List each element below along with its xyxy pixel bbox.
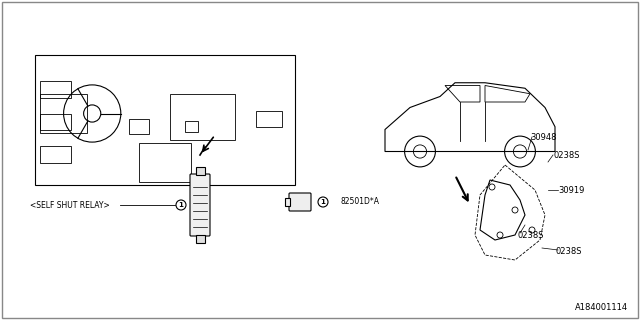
Circle shape: [318, 197, 328, 207]
FancyBboxPatch shape: [289, 193, 311, 211]
Bar: [40, 81, 72, 98]
Text: 0238S: 0238S: [556, 247, 582, 257]
Text: 1: 1: [179, 202, 184, 208]
Bar: [129, 119, 149, 134]
Text: 30948: 30948: [530, 132, 557, 141]
Bar: [35, 55, 295, 185]
Circle shape: [176, 200, 186, 210]
Text: 1: 1: [321, 199, 325, 205]
Bar: [139, 143, 191, 182]
Bar: [40, 94, 87, 133]
Bar: [256, 111, 282, 126]
Text: 30919: 30919: [558, 186, 584, 195]
Bar: [170, 94, 236, 140]
Text: A184001114: A184001114: [575, 303, 628, 312]
Bar: [40, 146, 72, 163]
Bar: [285, 198, 290, 206]
Bar: [195, 167, 205, 175]
FancyBboxPatch shape: [190, 174, 210, 236]
Bar: [195, 235, 205, 243]
Text: 82501D*A: 82501D*A: [340, 197, 379, 206]
Text: <SELF SHUT RELAY>: <SELF SHUT RELAY>: [30, 201, 110, 210]
Bar: [184, 121, 198, 132]
Text: 0238S: 0238S: [553, 150, 579, 159]
Text: 0238S: 0238S: [518, 230, 545, 239]
Bar: [40, 114, 72, 131]
